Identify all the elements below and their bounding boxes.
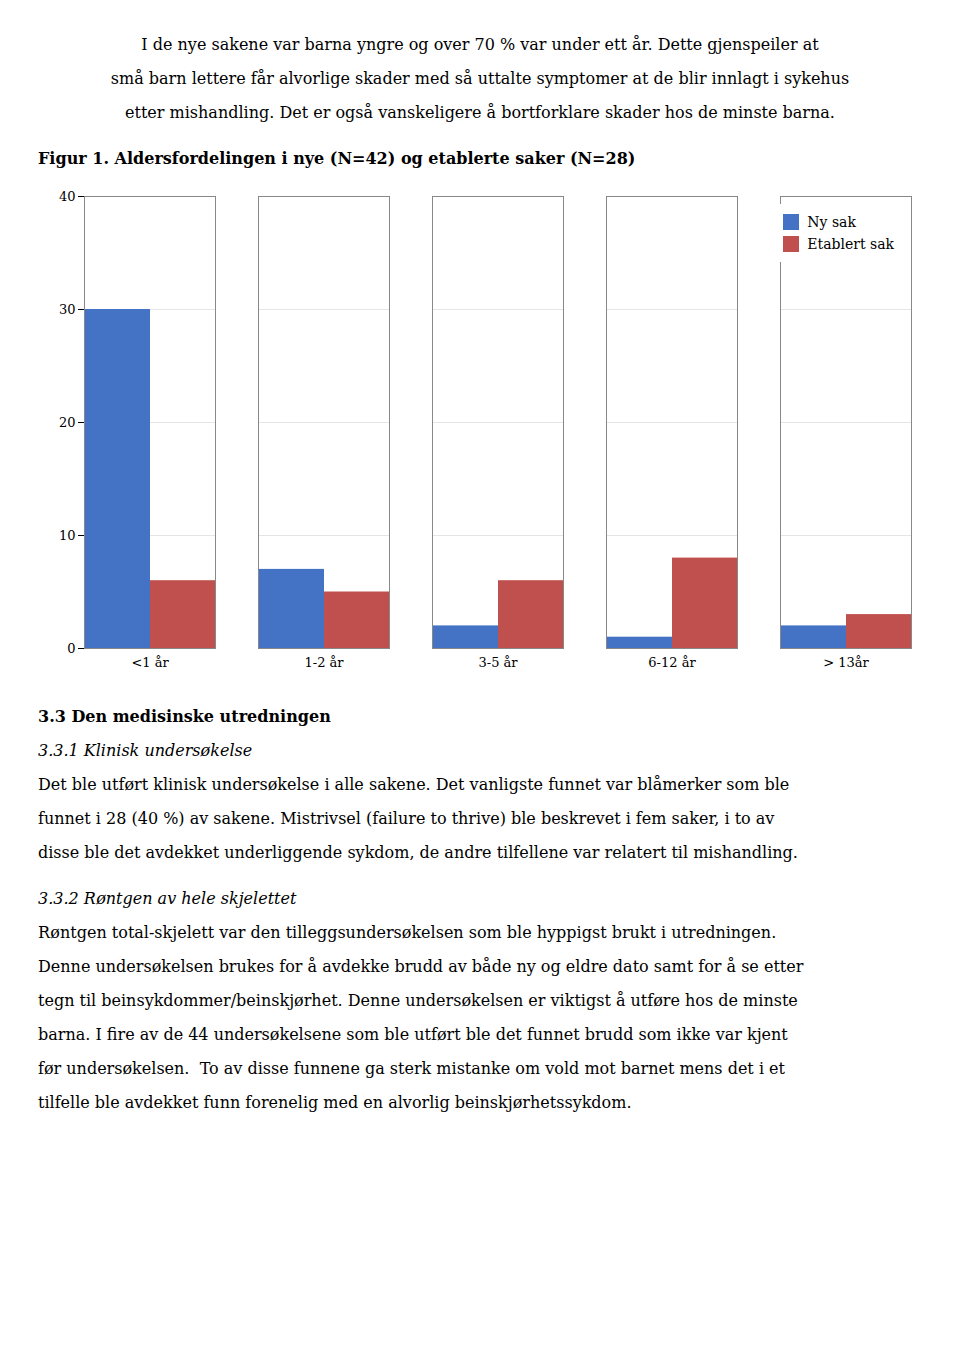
html-text:Ny sak: Ny sak <box>807 214 856 230</box>
svg-text:<1 år: <1 år <box>131 655 169 670</box>
html-text:Røntgen total-skjelett var den: Røntgen total-skjelett var den tilleggsu… <box>38 923 777 942</box>
svg-text:3-5 år: 3-5 år <box>478 655 518 670</box>
html-text:barna. I fire av de 44 undersø: barna. I fire av de 44 undersøkelsene so… <box>38 1025 788 1044</box>
html-text:I de nye sakene var barna yngr: I de nye sakene var barna yngre og over … <box>141 35 819 54</box>
html-text:Denne undersøkelsen brukes for: Denne undersøkelsen brukes for å avdekke… <box>38 957 804 976</box>
html-text:3.3.1 Klinisk undersøkelse: 3.3.1 Klinisk undersøkelse <box>38 741 253 760</box>
html-text:disse ble det avdekket underli: disse ble det avdekket underliggende syk… <box>38 843 798 862</box>
svg-text:30: 30 <box>59 302 76 317</box>
svg-text:> 13år: > 13år <box>823 655 869 670</box>
html-text:små barn lettere får alvorlige: små barn lettere får alvorlige skader me… <box>110 69 850 88</box>
html-text:før undersøkelsen. To av disse: før undersøkelsen. To av disse funnene g… <box>38 1059 785 1078</box>
html-text:Etablert sak: Etablert sak <box>807 236 894 252</box>
svg-text:0: 0 <box>67 641 75 656</box>
html-text:etter mishandling. Det er også: etter mishandling. Det er også vanskelig… <box>125 103 835 122</box>
html-text:3.3.2 Røntgen av hele skjelett: 3.3.2 Røntgen av hele skjelettet <box>38 889 297 908</box>
html-text:Figur 1. Aldersfordelingen i n: Figur 1. Aldersfordelingen i nye (N=42) … <box>38 149 636 168</box>
svg-text:40: 40 <box>59 189 76 204</box>
html-text:tegn til beinsykdommer/beinskj: tegn til beinsykdommer/beinskjørhet. Den… <box>38 991 798 1010</box>
svg-text:6-12 år: 6-12 år <box>648 655 696 670</box>
html-text:3.3 Den medisinske utredningen: 3.3 Den medisinske utredningen <box>38 707 331 726</box>
html-text:tilfelle ble avdekket funn for: tilfelle ble avdekket funn forenelig med… <box>38 1093 632 1112</box>
svg-text:10: 10 <box>59 528 76 543</box>
html-text:Det ble utført klinisk undersø: Det ble utført klinisk undersøkelse i al… <box>38 775 790 794</box>
svg-text:1-2 år: 1-2 år <box>304 655 344 670</box>
svg-text:20: 20 <box>59 415 76 430</box>
html-text:funnet i 28 (40 %) av sakene.: funnet i 28 (40 %) av sakene. Mistrivsel… <box>38 809 775 828</box>
